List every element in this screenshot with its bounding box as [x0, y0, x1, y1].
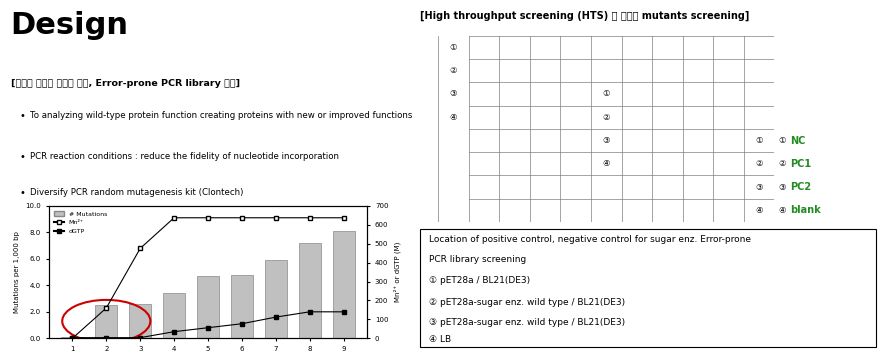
Text: ③ pET28a-sugar enz. wild type / BL21(DE3): ③ pET28a-sugar enz. wild type / BL21(DE3… [429, 318, 626, 327]
Text: •: • [19, 152, 26, 162]
Y-axis label: Mutations per 1,000 bp: Mutations per 1,000 bp [14, 231, 19, 313]
Text: ② pET28a-sugar enz. wild type / BL21(DE3): ② pET28a-sugar enz. wild type / BL21(DE3… [429, 297, 626, 307]
Text: ③: ③ [450, 90, 458, 98]
Text: [High throughput screening (HTS) 을 이용한 mutants screening]: [High throughput screening (HTS) 을 이용한 m… [420, 11, 750, 21]
Text: ②: ② [603, 113, 610, 122]
Text: PC2: PC2 [790, 182, 812, 192]
Text: PCR library screening: PCR library screening [429, 255, 527, 264]
Text: ④: ④ [755, 206, 763, 215]
Text: ① pET28a / BL21(DE3): ① pET28a / BL21(DE3) [429, 276, 531, 285]
Text: [당기질 친화도 증진을 위해, Error-prone PCR library 구축]: [당기질 친화도 증진을 위해, Error-prone PCR library… [11, 79, 240, 88]
Text: Design: Design [11, 11, 128, 40]
Text: •: • [19, 188, 26, 198]
Bar [298, 243, 320, 338]
Text: ①: ① [603, 90, 610, 98]
Text: ①: ① [779, 136, 786, 145]
Text: PC1: PC1 [790, 159, 812, 169]
Text: ④: ④ [603, 159, 610, 168]
Text: ②: ② [450, 66, 458, 75]
Text: To analyzing wild-type protein function creating proteins with new or improved f: To analyzing wild-type protein function … [30, 111, 412, 120]
Text: ②: ② [755, 159, 763, 168]
Bar [231, 275, 253, 338]
Text: Location of positive control, negative control for sugar enz. Error-prone: Location of positive control, negative c… [429, 235, 751, 244]
Text: ③: ③ [779, 183, 786, 192]
Bar [129, 304, 151, 338]
Text: ③: ③ [603, 136, 610, 145]
Text: ②: ② [779, 159, 786, 168]
Y-axis label: Mn²⁺ or dGTP (M): Mn²⁺ or dGTP (M) [394, 242, 402, 302]
Bar [333, 231, 355, 338]
Text: •: • [19, 111, 26, 121]
Text: NC: NC [790, 136, 805, 145]
Text: ④: ④ [779, 206, 786, 215]
Bar [197, 276, 219, 338]
Text: Diversify PCR random mutagenesis kit (Clontech): Diversify PCR random mutagenesis kit (Cl… [30, 188, 243, 197]
Text: ④ LB: ④ LB [429, 335, 451, 344]
Text: PCR reaction conditions : reduce the fidelity of nucleotide incorporation: PCR reaction conditions : reduce the fid… [30, 152, 339, 161]
Text: ③: ③ [755, 183, 763, 192]
Text: blank: blank [790, 205, 821, 215]
Text: ①: ① [450, 43, 458, 52]
Legend: # Mutations, Mn²⁺, dGTP: # Mutations, Mn²⁺, dGTP [52, 209, 110, 236]
Bar [265, 260, 287, 338]
Text: ④: ④ [450, 113, 458, 122]
Text: ①: ① [755, 136, 763, 145]
Bar [96, 305, 118, 338]
Bar [163, 293, 185, 338]
Bar [61, 337, 83, 338]
